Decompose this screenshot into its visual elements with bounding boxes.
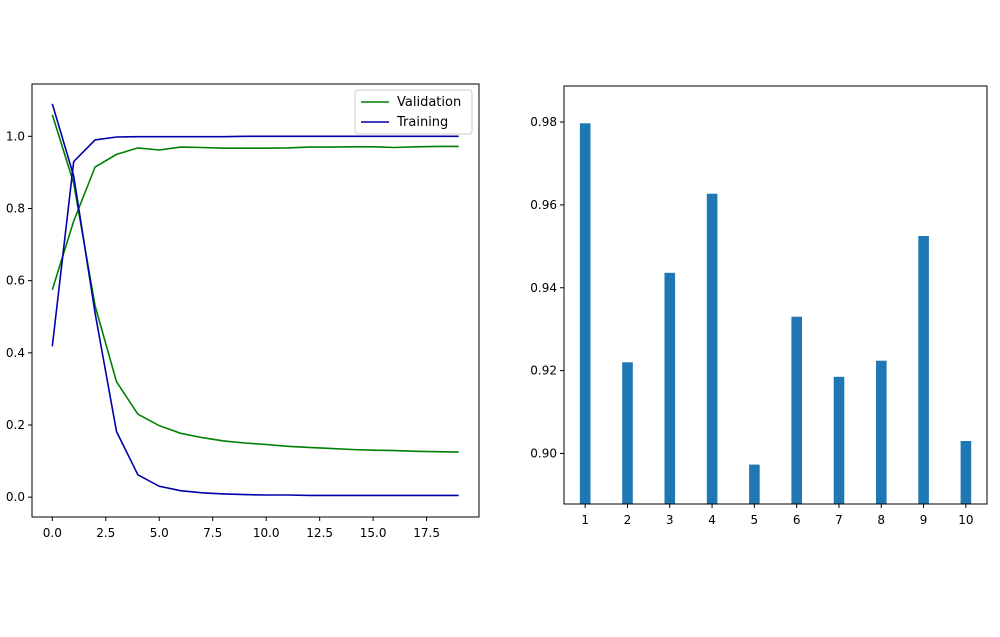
x-tick-label: 1 [581,513,589,527]
y-tick-label: 0.98 [530,115,557,129]
y-tick-label: 0.92 [530,364,557,378]
y-tick-label: 0.94 [530,281,557,295]
line-chart-legend: Validation Training [354,89,473,135]
series-line-validation-2 [51,114,459,453]
x-tick-label: 7 [835,513,843,527]
y-tick-label: 0.8 [6,201,25,215]
line-chart-x-ticks: 0.0 2.5 5.0 7.5 10.0 12.5 15.0 17.5 [43,517,440,540]
x-tick-label: 10.0 [253,526,280,540]
x-tick-label: 0.0 [43,526,62,540]
x-tick-label: 15.0 [360,526,387,540]
x-tick-label: 10 [958,513,973,527]
x-tick-label: 17.5 [413,526,440,540]
x-tick-label: 5 [751,513,759,527]
bar-chart-bars [579,123,972,505]
bar-10 [960,441,972,504]
bar-9 [918,236,929,504]
series-line-training-2 [51,103,459,497]
line-chart: 0.0 2.5 5.0 7.5 10.0 12.5 15.0 17.5 0.00.20.40.… [6,83,480,540]
legend-label-training: Training [396,115,448,130]
x-tick-label: 12.5 [306,526,333,540]
y-tick-label: 0.4 [6,346,25,360]
y-tick-label: 0.6 [6,274,25,288]
y-tick-label: 0.2 [6,418,25,432]
bar-chart: 1 2 3 4 5 6 7 8 9 10 0.90 0.92 0.94 0.96 0.98 [530,85,988,527]
bar-chart-x-ticks: 1 2 3 4 5 6 7 8 9 10 [581,504,973,527]
bar-3 [664,272,676,504]
legend-label-validation: Validation [397,95,461,110]
legend-box [354,89,473,135]
series-line-training-1 [51,135,459,347]
bar-6 [791,316,802,504]
x-tick-label: 2 [624,513,632,527]
line-chart-series-lines [51,103,459,497]
x-tick-label: 7.5 [203,526,222,540]
x-tick-label: 3 [666,513,674,527]
y-tick-label: 1.0 [6,129,25,143]
bar-7 [833,376,845,504]
bar-4 [706,193,718,504]
bar-chart-y-ticks: 0.90 0.92 0.94 0.96 0.98 [530,115,564,460]
series-line-validation-1 [51,145,459,290]
x-tick-label: 6 [793,513,801,527]
bar-8 [876,360,887,504]
x-tick-label: 2.5 [96,526,115,540]
x-tick-label: 8 [877,513,885,527]
y-tick-label: 0.96 [530,198,557,212]
x-tick-label: 5.0 [150,526,169,540]
y-tick-label: 0.90 [530,446,557,460]
bar-chart-axes-frame [563,85,988,505]
y-tick-label: 0.0 [6,490,25,504]
bar-1 [579,123,591,505]
bar-5 [749,464,760,504]
bar-2 [622,362,633,504]
line-chart-axes-frame [31,83,480,518]
x-tick-label: 4 [708,513,716,527]
x-tick-label: 9 [920,513,928,527]
line-chart-y-ticks: 0.0 0.2 0.4 0.6 0.8 1.0 [6,129,32,504]
